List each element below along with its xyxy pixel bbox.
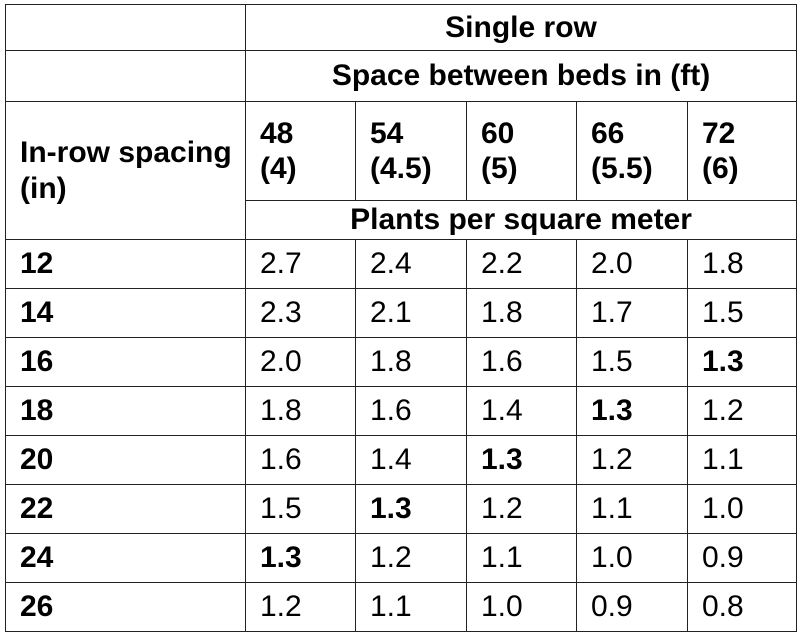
density-cell: 1.1 xyxy=(355,582,467,632)
density-cell: 1.3 xyxy=(245,533,356,583)
column-header-value: 54 xyxy=(370,116,404,150)
table-row: 26 1.2 1.1 1.0 0.9 0.8 xyxy=(5,582,798,632)
density-cell: 2.2 xyxy=(466,239,577,289)
column-header-value: 72 xyxy=(702,116,736,150)
row-spacing-label: 22 xyxy=(5,484,246,534)
density-cell: 1.8 xyxy=(355,337,467,387)
density-cell: 2.0 xyxy=(576,239,688,289)
density-cell: 1.8 xyxy=(245,386,356,436)
table-row: 22 1.5 1.3 1.2 1.1 1.0 xyxy=(5,484,798,534)
table-row: 18 1.8 1.6 1.4 1.3 1.2 xyxy=(5,386,798,436)
plant-density-table: Single row Space between beds in (ft) In… xyxy=(5,4,798,632)
density-cell: 1.3 xyxy=(466,435,577,485)
density-cell: 1.4 xyxy=(355,435,467,485)
density-cell: 1.1 xyxy=(686,435,798,485)
density-cell: 1.0 xyxy=(576,533,688,583)
column-header-sub: (5.5) xyxy=(591,152,653,185)
density-cell: 0.8 xyxy=(686,582,798,632)
group-header: Single row xyxy=(244,4,798,51)
table-row: 16 2.0 1.8 1.6 1.5 1.3 xyxy=(5,337,798,387)
density-cell: 1.6 xyxy=(245,435,356,485)
density-cell: 1.0 xyxy=(466,582,577,632)
row-spacing-label: 24 xyxy=(5,533,246,583)
density-cell: 1.6 xyxy=(355,386,467,436)
density-cell: 0.9 xyxy=(576,582,688,632)
density-cell: 1.3 xyxy=(686,337,798,387)
column-header-value: 60 xyxy=(481,116,515,150)
empty-corner-cell xyxy=(5,4,246,51)
spacing-header: Space between beds in (ft) xyxy=(244,50,798,102)
row-spacing-label: 26 xyxy=(5,582,246,632)
density-cell: 1.8 xyxy=(686,239,798,289)
density-cell: 1.3 xyxy=(355,484,467,534)
header-row-unit: Plants per square meter xyxy=(6,200,798,240)
density-cell: 1.2 xyxy=(355,533,467,583)
column-header: 60 (5) xyxy=(466,101,577,201)
column-header: 66 (5.5) xyxy=(576,101,688,201)
density-cell: 2.3 xyxy=(245,288,356,338)
density-cell: 2.0 xyxy=(245,337,356,387)
density-cell: 1.2 xyxy=(245,582,356,632)
density-cell: 1.7 xyxy=(576,288,688,338)
table-row: 20 1.6 1.4 1.3 1.2 1.1 xyxy=(5,435,798,485)
table-row: 24 1.3 1.2 1.1 1.0 0.9 xyxy=(5,533,798,583)
density-cell: 2.4 xyxy=(355,239,467,289)
column-header: 48 (4) xyxy=(245,101,356,201)
density-cell: 1.0 xyxy=(686,484,798,534)
row-spacing-label: 12 xyxy=(5,239,246,289)
column-header-sub: (4) xyxy=(260,152,297,185)
row-spacing-label: 14 xyxy=(5,288,246,338)
column-header: 54 (4.5) xyxy=(355,101,467,201)
header-row-columns: In-row spacing (in) 48 (4) 54 (4.5) 60 (5) 66(… xyxy=(5,101,798,240)
density-cell: 2.1 xyxy=(355,288,467,338)
column-header-sub: (6) xyxy=(702,152,739,185)
density-cell: 1.5 xyxy=(245,484,356,534)
density-cell: 1.3 xyxy=(576,386,688,436)
column-header-sub: (4.5) xyxy=(370,152,432,185)
density-cell: 1.6 xyxy=(466,337,577,387)
unit-header: Plants per square meter xyxy=(244,200,798,240)
density-cell: 1.1 xyxy=(576,484,688,534)
table-row: 14 2.3 2.1 1.8 1.7 1.5 xyxy=(5,288,798,338)
column-header-value: 66 xyxy=(591,116,625,150)
density-cell: 2.7 xyxy=(245,239,356,289)
density-cell: 1.5 xyxy=(576,337,688,387)
density-cell: 1.2 xyxy=(466,484,577,534)
table-row: 12 2.7 2.4 2.2 2.0 1.8 xyxy=(5,239,798,289)
column-header: 72 (6) xyxy=(686,101,798,201)
density-cell: 1.2 xyxy=(576,435,688,485)
density-cell: 1.4 xyxy=(466,386,577,436)
density-cell: 1.1 xyxy=(466,533,577,583)
column-header-sub: (5) xyxy=(481,152,518,185)
empty-corner-cell xyxy=(5,50,246,102)
header-row-group: Single row xyxy=(5,4,798,51)
density-cell: 1.2 xyxy=(686,386,798,436)
density-cell: 1.5 xyxy=(686,288,798,338)
density-cell: 1.8 xyxy=(466,288,577,338)
column-header-value: 48 xyxy=(260,116,294,150)
stub-header: In-row spacing (in) xyxy=(5,101,246,240)
header-row-spacing: Space between beds in (ft) xyxy=(5,50,798,102)
row-spacing-label: 16 xyxy=(5,337,246,387)
row-spacing-label: 20 xyxy=(5,435,246,485)
row-spacing-label: 18 xyxy=(5,386,246,436)
density-cell: 0.9 xyxy=(686,533,798,583)
